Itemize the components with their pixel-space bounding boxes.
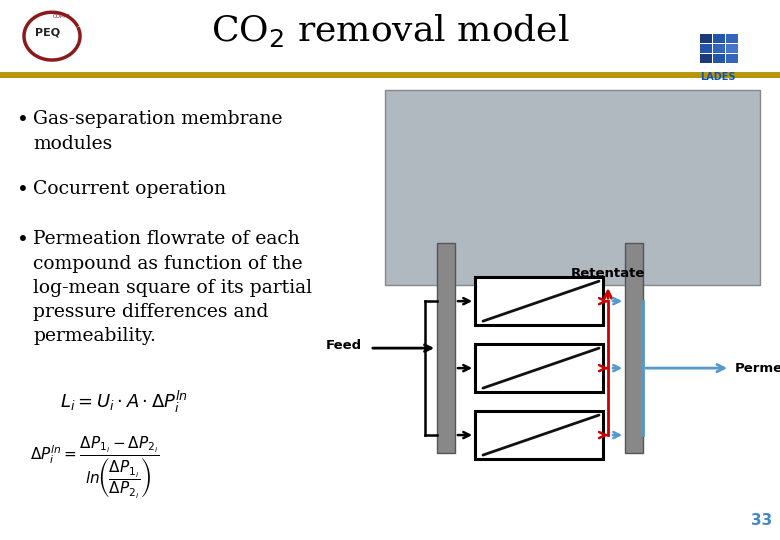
Bar bbox=[726, 34, 738, 43]
Text: Feed: Feed bbox=[326, 339, 362, 352]
Text: $\Delta P_i^{ln} = \dfrac{\Delta P_{1_i} - \Delta P_{2_i}}{ln\!\left(\dfrac{\Del: $\Delta P_i^{ln} = \dfrac{\Delta P_{1_i}… bbox=[30, 435, 159, 501]
Text: COPPE: COPPE bbox=[53, 14, 71, 18]
Bar bbox=[726, 54, 738, 63]
Text: Permeation flowrate of each
compound as function of the
log-mean square of its p: Permeation flowrate of each compound as … bbox=[33, 230, 312, 346]
Bar bbox=[475, 344, 603, 392]
Text: •: • bbox=[17, 230, 29, 249]
Bar bbox=[475, 411, 603, 459]
Text: PEQ: PEQ bbox=[35, 27, 61, 37]
Text: 33: 33 bbox=[751, 513, 773, 528]
Text: Gas-separation membrane
modules: Gas-separation membrane modules bbox=[33, 110, 282, 153]
Bar bbox=[625, 243, 643, 453]
Text: Permeate: Permeate bbox=[735, 362, 780, 375]
Text: CO$_2$ removal model: CO$_2$ removal model bbox=[211, 12, 569, 49]
Bar bbox=[385, 90, 760, 285]
Bar bbox=[713, 34, 725, 43]
Text: LADES: LADES bbox=[700, 72, 736, 82]
Bar bbox=[713, 54, 725, 63]
Text: Cocurrent operation: Cocurrent operation bbox=[33, 180, 226, 198]
Text: •: • bbox=[17, 110, 29, 129]
Bar bbox=[726, 44, 738, 53]
Text: $L_i = U_i \cdot A \cdot \Delta P_i^{ln}$: $L_i = U_i \cdot A \cdot \Delta P_i^{ln}… bbox=[60, 389, 188, 415]
Bar bbox=[700, 44, 712, 53]
Bar bbox=[713, 44, 725, 53]
Bar bbox=[700, 34, 712, 43]
Bar bbox=[475, 277, 603, 325]
Text: •: • bbox=[17, 180, 29, 199]
Bar bbox=[700, 54, 712, 63]
Bar bbox=[437, 243, 455, 453]
Text: Retentate: Retentate bbox=[571, 267, 645, 280]
